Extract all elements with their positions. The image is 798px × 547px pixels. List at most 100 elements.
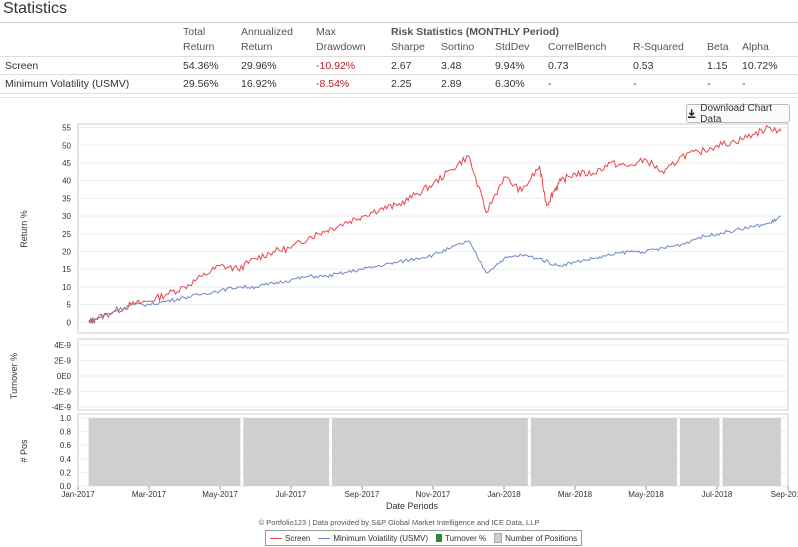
row-stddev: 6.30%	[495, 78, 525, 90]
x-tick-label: Jan-2017	[61, 490, 95, 499]
y-tick-label: 35	[62, 194, 71, 203]
header-sharpe: Sharpe	[391, 41, 425, 53]
y-tick-label: 0.4	[60, 455, 72, 464]
row-correlbench: 0.73	[548, 60, 569, 72]
position-bar	[88, 418, 241, 486]
table-row: Minimum Volatility (USMV) 29.56% 16.92% …	[0, 74, 798, 94]
position-bar	[679, 418, 720, 486]
header-correlbench: CorrelBench	[548, 41, 607, 53]
row-beta: -	[707, 78, 711, 90]
y-tick-label: 0	[67, 318, 72, 327]
row-maxdd: -8.54%	[316, 78, 350, 90]
legend-item-turnover[interactable]: Turnover %	[436, 534, 486, 543]
y-axis-label-turnover: Turnover %	[9, 353, 19, 399]
x-tick-label: Jul-2017	[276, 490, 307, 499]
y-tick-label: 10	[62, 283, 71, 292]
header-rsquared: R-Squared	[633, 41, 684, 53]
header-annualized-1: Annualized	[241, 26, 293, 38]
legend-item-positions[interactable]: Number of Positions	[494, 533, 577, 543]
legend-item-usmv[interactable]: Minimum Volatility (USMV)	[318, 534, 428, 543]
x-tick-label: Jul-2018	[702, 490, 733, 499]
y-axis-label-return: Return %	[19, 210, 29, 248]
legend-swatch	[318, 537, 331, 539]
legend-swatch	[270, 537, 282, 539]
y-tick-label: 0.8	[60, 428, 72, 437]
row-alpha: 10.72%	[742, 60, 778, 72]
y-tick-label: 15	[62, 265, 71, 274]
y-tick-label: -2E-9	[51, 388, 71, 397]
header-sortino: Sortino	[441, 41, 475, 53]
legend-swatch	[436, 534, 443, 542]
download-label: Download Chart Data	[700, 102, 772, 125]
position-bar	[530, 418, 677, 486]
legend-label: Minimum Volatility (USMV)	[333, 533, 429, 543]
header-beta: Beta	[707, 41, 729, 53]
y-tick-label: 1.0	[60, 414, 72, 423]
y-tick-label: 2E-9	[54, 357, 71, 366]
x-tick-label: May-2017	[202, 490, 238, 499]
series-line-usmv	[88, 215, 781, 325]
row-rsquared: 0.53	[633, 60, 654, 72]
y-tick-label: 0.2	[60, 468, 72, 477]
x-tick-label: Sep-2017	[345, 490, 380, 499]
y-axis-label-pos: # Pos	[19, 439, 29, 463]
title-divider	[0, 22, 798, 23]
header-total-1: Total	[183, 26, 206, 38]
page-title: Statistics	[3, 0, 68, 17]
legend-label: Turnover %	[445, 533, 487, 543]
row-beta: 1.15	[707, 60, 728, 72]
header-alpha: Alpha	[742, 41, 769, 53]
y-tick-label: 4E-9	[54, 341, 71, 350]
y-tick-label: 45	[62, 159, 71, 168]
panel-frame	[77, 338, 789, 411]
y-tick-label: 0.0	[60, 482, 72, 491]
row-annualized: 29.96%	[241, 60, 277, 72]
header-total-2: Return	[183, 41, 215, 53]
x-tick-label: May-2018	[628, 490, 664, 499]
series-line-screen	[88, 124, 782, 324]
y-tick-label: 30	[62, 212, 71, 221]
row-correlbench: -	[548, 78, 552, 90]
row-total: 29.56%	[183, 78, 219, 90]
row-stddev: 9.94%	[495, 60, 525, 72]
download-chart-data-button[interactable]: Download Chart Data	[686, 102, 790, 125]
y-tick-label: 0.6	[60, 441, 72, 450]
row-name: Screen	[5, 60, 39, 72]
row-name: Minimum Volatility (USMV)	[5, 78, 130, 90]
section-divider	[0, 97, 798, 98]
header-max-1: Max	[316, 26, 336, 38]
y-tick-label: 20	[62, 248, 71, 257]
y-tick-label: 25	[62, 230, 71, 239]
download-icon	[687, 108, 696, 118]
x-tick-label: Mar-2017	[132, 490, 167, 499]
x-tick-label: Sep-2018	[771, 490, 798, 499]
y-tick-label: 55	[62, 124, 71, 133]
x-axis-label: Date Periods	[386, 501, 439, 511]
header-max-2: Drawdown	[316, 41, 366, 53]
legend-swatch	[494, 533, 503, 543]
y-tick-label: 5	[67, 301, 72, 310]
row-sharpe: 2.67	[391, 60, 412, 72]
row-annualized: 16.92%	[241, 78, 277, 90]
x-tick-label: Nov-2017	[416, 490, 451, 499]
position-bar	[332, 418, 528, 486]
row-sortino: 2.89	[441, 78, 462, 90]
y-tick-label: 40	[62, 177, 71, 186]
row-maxdd: -10.92%	[316, 60, 356, 72]
position-bar	[722, 418, 781, 486]
row-sortino: 3.48	[441, 60, 462, 72]
y-tick-label: -4E-9	[51, 403, 71, 412]
x-tick-label: Mar-2018	[558, 490, 593, 499]
data-credit: © Portfolio123 | Data provided by S&P Gl…	[258, 518, 540, 527]
header-stddev: StdDev	[495, 41, 530, 53]
panel-frame	[77, 123, 789, 334]
legend-item-screen[interactable]: Screen	[270, 534, 310, 543]
position-bar	[243, 418, 330, 486]
header-risk-statistics: Risk Statistics (MONTHLY Period)	[391, 26, 560, 38]
row-total: 54.36%	[183, 60, 219, 72]
row-sharpe: 2.25	[391, 78, 412, 90]
row-rsquared: -	[633, 78, 637, 90]
chart-legend: Screen Minimum Volatility (USMV) Turnove…	[265, 530, 583, 546]
y-tick-label: 0E0	[57, 372, 72, 381]
